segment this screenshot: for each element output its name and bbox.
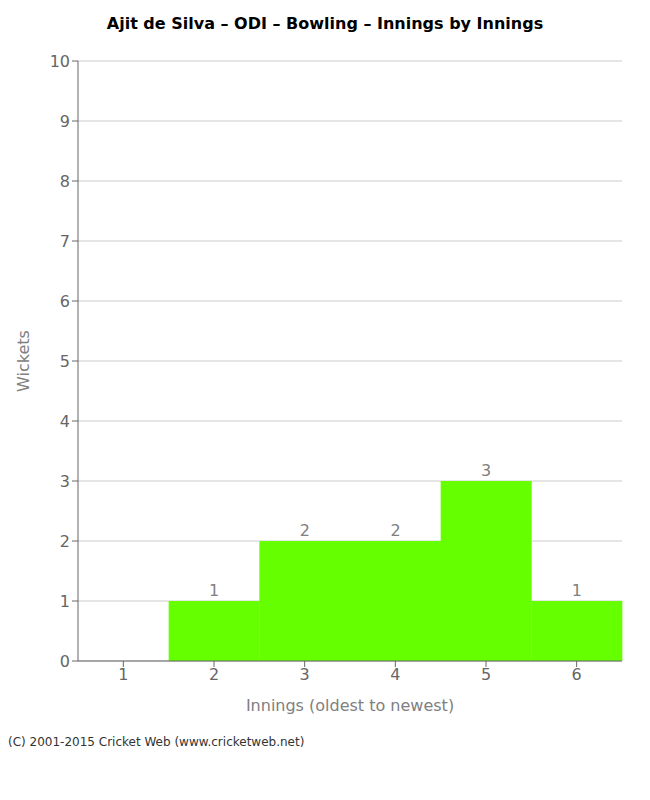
svg-text:2: 2 [209,665,219,684]
svg-text:9: 9 [60,112,70,131]
svg-text:2: 2 [60,532,70,551]
svg-text:3: 3 [300,665,310,684]
svg-text:6: 6 [60,292,70,311]
svg-text:1: 1 [209,581,219,600]
svg-text:4: 4 [390,665,400,684]
svg-text:6: 6 [572,665,582,684]
html-text:(C) 2001-2015 Cricket Web (www: (C) 2001-2015 Cricket Web (www.cricketwe… [8,735,305,749]
svg-text:2: 2 [300,521,310,540]
svg-text:Wickets: Wickets [14,330,33,392]
svg-text:1: 1 [118,665,128,684]
svg-text:5: 5 [481,665,491,684]
svg-text:1: 1 [572,581,582,600]
svg-text:8: 8 [60,172,70,191]
svg-text:3: 3 [60,472,70,491]
svg-text:1: 1 [60,592,70,611]
svg-text:7: 7 [60,232,70,251]
svg-text:3: 3 [481,461,491,480]
svg-text:4: 4 [60,412,70,431]
svg-text:10: 10 [50,52,70,71]
svg-text:2: 2 [390,521,400,540]
svg-text:Innings (oldest to newest): Innings (oldest to newest) [246,696,454,715]
html-text:Ajit de Silva – ODI – Bowling: Ajit de Silva – ODI – Bowling – Innings … [106,14,544,33]
svg-text:0: 0 [60,652,70,671]
svg-text:5: 5 [60,352,70,371]
